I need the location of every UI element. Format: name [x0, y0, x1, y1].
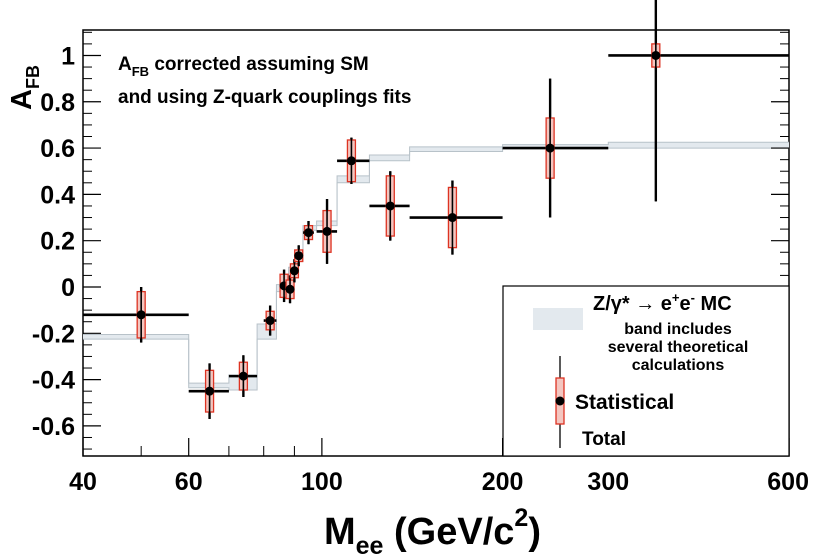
x-axis-title-sup: 2	[514, 504, 528, 532]
legend-mc-part1: Z/γ* → e	[593, 293, 672, 315]
point-marker	[265, 316, 275, 326]
point-marker	[289, 266, 299, 276]
legend-mc-tail: MC	[695, 293, 732, 315]
annotation-line-1: AFB corrected assuming SM	[118, 54, 369, 79]
data-point	[502, 78, 609, 218]
point-marker	[205, 386, 215, 396]
point-marker	[322, 226, 332, 236]
point-marker	[238, 371, 248, 381]
annotation-afb-main: A	[118, 54, 132, 75]
x-tick-labels: 40 60 100 200 300 600	[69, 468, 809, 496]
y-tick-label: 0	[61, 274, 75, 302]
y-tick-label: 0.8	[40, 89, 75, 117]
data-point	[285, 275, 295, 304]
data-point	[188, 363, 229, 419]
x-axis-title: Mee (GeV/c2)	[324, 504, 541, 559]
mc-band-bin	[369, 155, 410, 161]
y-axis-title-sub: FB	[23, 65, 43, 89]
data-point	[263, 305, 277, 336]
point-marker	[136, 310, 146, 320]
point-marker	[346, 156, 356, 166]
data-point	[83, 286, 189, 343]
x-tick-label: 600	[767, 468, 809, 496]
x-axis-title-main: M	[324, 511, 356, 553]
data-point	[228, 355, 258, 397]
point-marker	[447, 213, 457, 223]
legend-total-label: Total	[582, 429, 626, 450]
annotation-afb-sub: FB	[132, 64, 149, 79]
y-tick-label: 1	[61, 42, 75, 70]
data-point	[294, 245, 304, 267]
x-axis-title-close: )	[528, 511, 541, 553]
x-tick-label: 100	[301, 468, 343, 496]
legend-point-marker	[555, 396, 565, 406]
y-tick-label: -0.6	[32, 413, 75, 441]
plot-frame	[82, 29, 790, 457]
y-tick-label: -0.4	[32, 367, 75, 395]
annotation-line-1-rest: corrected assuming SM	[149, 54, 369, 75]
point-marker	[285, 284, 295, 294]
data-point	[289, 259, 300, 283]
y-tick-label: -0.2	[32, 320, 75, 348]
y-tick-label: 0.6	[40, 135, 75, 163]
point-marker	[304, 228, 314, 238]
legend-mc-mid: e	[680, 293, 691, 315]
y-axis-title: AFB	[6, 65, 43, 110]
data-point	[608, 0, 789, 202]
data-point	[369, 171, 410, 241]
legend: Z/γ* → e+e- MC band includes several the…	[502, 285, 790, 457]
y-tick-labels: -0.6 -0.4 -0.2 0 0.2 0.4 0.6 0.8 1	[32, 42, 75, 440]
annotation-line-2: and using Z-quark couplings fits	[118, 87, 411, 108]
legend-mc-label: Z/γ* → e+e- MC	[593, 290, 732, 315]
point-marker	[385, 201, 395, 211]
x-axis-title-unit: (GeV/c	[383, 511, 514, 553]
point-marker	[545, 143, 555, 153]
x-tick-label: 40	[69, 468, 97, 496]
y-tick-label: 0.2	[40, 228, 75, 256]
data-point	[316, 199, 338, 264]
mc-band-bin	[608, 142, 789, 149]
data-point	[337, 137, 370, 184]
legend-band-line-1: band includes	[624, 321, 732, 338]
legend-stat-label: Statistical	[575, 391, 674, 414]
mc-band-bin	[502, 144, 609, 149]
x-tick-label: 200	[482, 468, 524, 496]
data-point	[409, 180, 503, 255]
y-tick-label: 0.4	[40, 181, 75, 209]
data-point	[302, 221, 314, 245]
mc-band-bin	[409, 146, 503, 152]
legend-band-line-2: several theoretical	[608, 339, 749, 356]
point-marker	[294, 251, 304, 261]
y-axis-title-main: A	[6, 89, 38, 110]
data-points-layer	[83, 0, 789, 419]
legend-mc-sup2: -	[691, 290, 695, 305]
x-tick-label: 60	[175, 468, 203, 496]
x-axis-title-sub: ee	[356, 532, 384, 559]
point-marker	[651, 50, 661, 60]
mc-band-bin	[83, 334, 189, 340]
legend-band-swatch	[533, 308, 583, 330]
x-tick-label: 300	[587, 468, 629, 496]
legend-mc-sup1: +	[672, 290, 680, 305]
legend-band-line-3: calculations	[632, 357, 725, 374]
